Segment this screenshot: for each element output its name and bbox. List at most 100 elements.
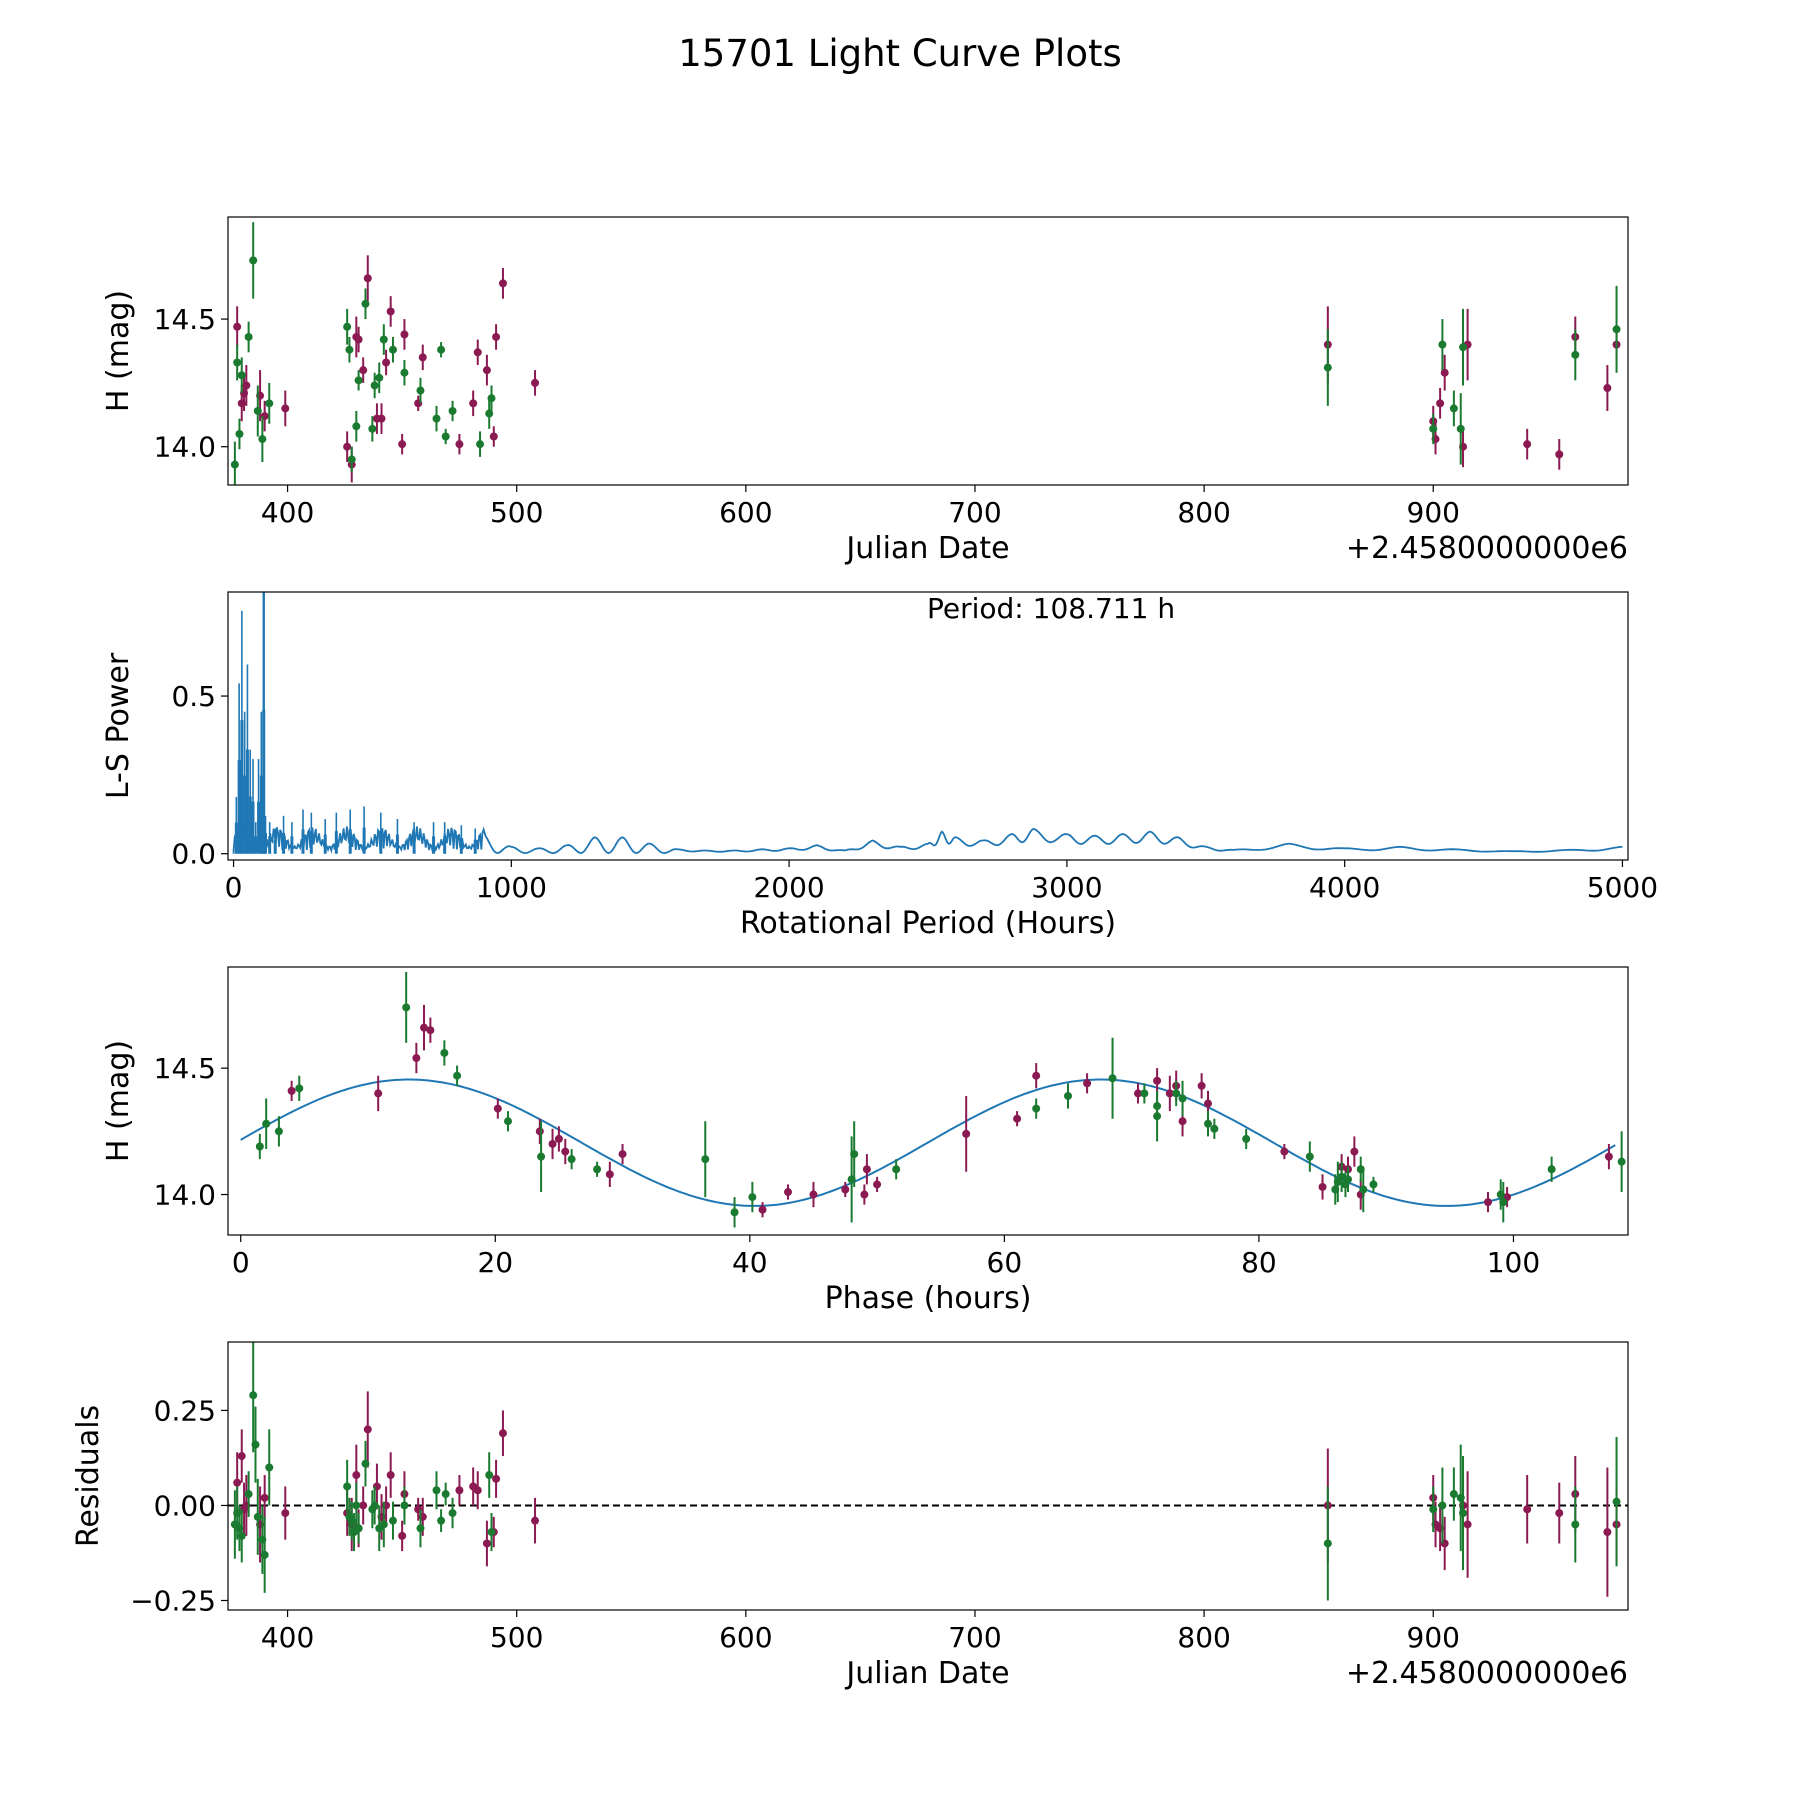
data-point xyxy=(255,1142,264,1151)
y-tick-label: 14.5 xyxy=(154,1052,216,1085)
x-offset-label: +2.4580000000e6 xyxy=(1346,531,1628,566)
data-point xyxy=(432,1486,441,1495)
data-point xyxy=(1438,340,1447,349)
x-axis-label: Rotational Period (Hours) xyxy=(740,906,1116,941)
x-tick-label: 2000 xyxy=(753,871,824,904)
data-point xyxy=(1013,1114,1022,1123)
data-point xyxy=(1178,1094,1187,1103)
data-point xyxy=(287,1086,296,1095)
x-axis-label: Julian Date xyxy=(844,1656,1009,1691)
periodogram-line xyxy=(232,592,1623,855)
data-point xyxy=(1210,1124,1219,1133)
data-point xyxy=(1436,399,1445,408)
data-point xyxy=(892,1165,901,1174)
data-point xyxy=(1612,1497,1621,1506)
data-point xyxy=(354,335,363,344)
data-point xyxy=(535,1127,544,1136)
x-tick-label: 400 xyxy=(261,496,314,529)
axes-frame xyxy=(227,966,1629,1236)
data-point xyxy=(388,345,397,354)
data-point xyxy=(476,440,485,449)
data-point xyxy=(242,381,251,390)
data-point xyxy=(230,460,239,469)
data-point xyxy=(1153,1112,1162,1121)
data-point xyxy=(809,1190,818,1199)
data-point xyxy=(379,1520,388,1529)
x-tick-label: 500 xyxy=(490,496,543,529)
x-tick-label: 0 xyxy=(225,871,243,904)
phased-data-layer xyxy=(240,972,1626,1228)
data-point xyxy=(1197,1081,1206,1090)
data-point xyxy=(567,1155,576,1164)
data-point xyxy=(485,409,494,418)
data-point xyxy=(485,1471,494,1480)
data-point xyxy=(354,376,363,385)
x-axis-label: Phase (hours) xyxy=(825,1281,1032,1316)
data-point xyxy=(1344,1175,1352,1184)
data-point xyxy=(862,1165,871,1174)
x-tick-label: 400 xyxy=(261,1621,314,1654)
data-point xyxy=(1165,1089,1174,1098)
data-point xyxy=(265,1463,274,1472)
data-point xyxy=(359,1501,368,1510)
data-point xyxy=(473,1486,482,1495)
data-point xyxy=(416,386,425,395)
data-point xyxy=(432,414,441,423)
residuals-data-layer xyxy=(228,1342,1628,1601)
data-point xyxy=(1449,404,1458,413)
data-point xyxy=(295,1084,304,1093)
data-point xyxy=(347,455,356,464)
axes-frame xyxy=(227,216,1629,486)
data-point xyxy=(437,1516,446,1525)
data-point xyxy=(784,1188,792,1197)
data-point xyxy=(482,1539,491,1548)
data-point xyxy=(251,1440,260,1449)
data-point xyxy=(1337,1172,1346,1181)
data-point xyxy=(1172,1089,1181,1098)
data-point xyxy=(1032,1071,1041,1080)
data-point xyxy=(860,1190,869,1199)
data-point xyxy=(386,307,395,316)
phased-light-curve-panel: 0 20 40 60 80 100 14.0 14.5 Phase (hours) H (mag) xyxy=(101,966,1629,1316)
data-point xyxy=(561,1147,570,1156)
data-point xyxy=(531,378,540,387)
data-point xyxy=(1459,343,1468,352)
data-point xyxy=(343,442,352,451)
data-point xyxy=(548,1139,557,1148)
data-point xyxy=(374,1089,383,1098)
series-filter-b xyxy=(230,222,1621,485)
data-point xyxy=(448,406,457,415)
x-tick-label: 0 xyxy=(232,1246,250,1279)
data-point xyxy=(1305,1152,1314,1161)
data-point xyxy=(1350,1147,1359,1156)
y-tick-label: 0.0 xyxy=(171,838,216,871)
data-point xyxy=(352,1471,361,1480)
axes-frame xyxy=(227,1341,1629,1611)
data-point xyxy=(418,353,427,362)
data-point xyxy=(382,358,391,367)
data-point xyxy=(370,381,379,390)
data-point xyxy=(416,1524,425,1533)
data-point xyxy=(1456,424,1465,433)
periodogram-curve xyxy=(232,826,1623,855)
data-point xyxy=(233,358,242,367)
x-tick-label: 3000 xyxy=(1031,871,1102,904)
data-point xyxy=(493,1104,502,1113)
data-point xyxy=(962,1129,971,1138)
figure-title: 15701 Light Curve Plots xyxy=(678,32,1122,75)
data-point xyxy=(455,440,464,449)
data-point xyxy=(398,1531,407,1540)
data-point xyxy=(426,1026,435,1035)
y-tick-label: 14.5 xyxy=(154,303,216,336)
y-axis-label: L-S Power xyxy=(101,652,136,799)
data-point xyxy=(398,440,407,449)
x-tick-label: 600 xyxy=(719,1621,772,1654)
data-point xyxy=(1359,1185,1368,1194)
data-point xyxy=(1153,1076,1162,1085)
data-point xyxy=(1032,1104,1041,1113)
data-point xyxy=(1459,1509,1468,1518)
data-point xyxy=(368,424,377,433)
data-point xyxy=(498,1429,507,1438)
x-tick-label: 60 xyxy=(987,1246,1023,1279)
y-tick-label: 0.00 xyxy=(154,1489,216,1522)
